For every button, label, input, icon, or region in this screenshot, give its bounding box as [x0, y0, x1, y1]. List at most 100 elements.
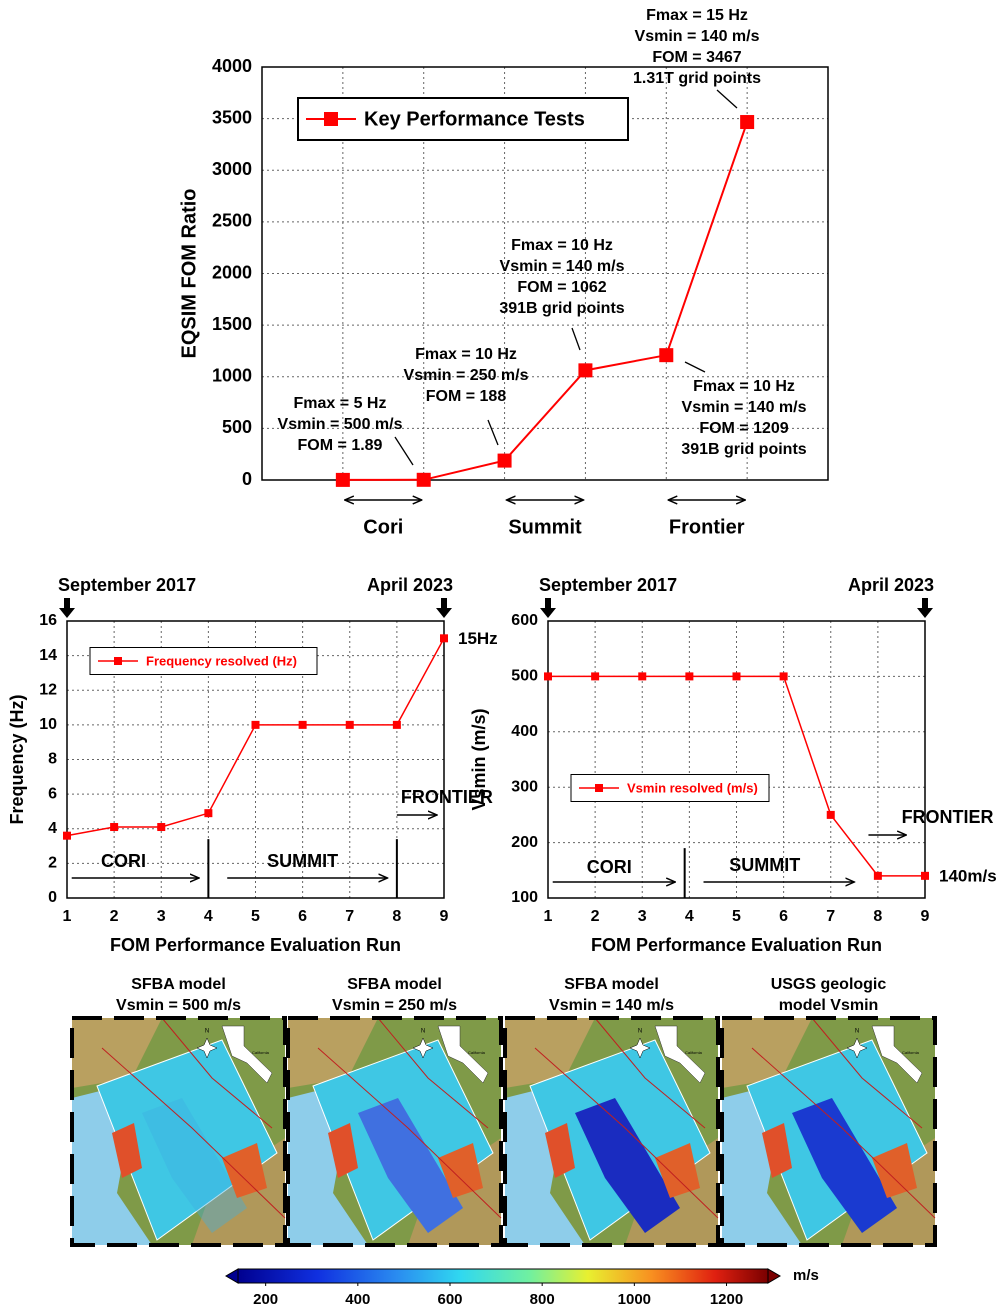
x-tick-label: 7	[826, 908, 835, 925]
annotation: Fmax = 10 Hz	[693, 378, 795, 395]
x-tick-label: 5	[732, 908, 741, 925]
point-marker	[578, 363, 592, 377]
point-marker	[204, 809, 212, 817]
map-title: USGS geologic	[771, 976, 887, 993]
phase-label: SUMMIT	[267, 851, 338, 871]
colorbar-tick-label: 200	[253, 1291, 278, 1308]
point-marker	[638, 672, 646, 680]
x-tick-label: 4	[204, 908, 213, 925]
north-label: N	[205, 1029, 209, 1035]
legend-marker	[114, 657, 122, 665]
group-label: Frontier	[669, 516, 745, 538]
group-label: Cori	[363, 516, 403, 538]
point-marker	[659, 348, 673, 362]
annotation: Vsmin = 140 m/s	[500, 258, 625, 275]
x-tick-label: 3	[157, 908, 166, 925]
map-title: SFBA model	[347, 976, 442, 993]
annotation: Vsmin = 140 m/s	[682, 399, 807, 416]
time-arrow	[917, 598, 933, 618]
y-tick-label: 2	[48, 855, 57, 872]
y-tick-label: 400	[511, 723, 538, 740]
y-tick-label: 300	[511, 778, 538, 795]
annotation: FOM = 188	[426, 388, 507, 405]
point-marker	[157, 823, 165, 831]
map-title: Vsmin = 500 m/s	[116, 997, 241, 1014]
phase-label: CORI	[101, 851, 146, 871]
y-tick-label: 10	[39, 716, 57, 733]
colorbar-tick-label: 400	[345, 1291, 370, 1308]
colorbar	[238, 1269, 768, 1283]
annotation: Vsmin = 500 m/s	[278, 416, 403, 433]
x-axis-label: FOM Performance Evaluation Run	[591, 935, 882, 955]
y-tick-label: 0	[242, 469, 252, 489]
phase-label: SUMMIT	[729, 855, 800, 875]
x-tick-label: 5	[251, 908, 260, 925]
point-marker	[252, 721, 260, 729]
annotation: FOM = 1.89	[298, 437, 383, 454]
colorbar-extend-high	[768, 1269, 780, 1283]
y-tick-label: 6	[48, 785, 57, 802]
legend-marker	[324, 112, 338, 126]
group-label: Summit	[508, 516, 582, 538]
state-label: California	[252, 1050, 270, 1055]
point-marker	[544, 672, 552, 680]
point-marker	[440, 634, 448, 642]
y-tick-label: 500	[511, 668, 538, 685]
point-marker	[740, 115, 754, 129]
end-label: April 2023	[367, 575, 453, 595]
annotation: Fmax = 10 Hz	[415, 346, 517, 363]
x-tick-label: 6	[298, 908, 307, 925]
annotation-pointer	[685, 362, 705, 372]
map-panel: CaliforniaN	[722, 1018, 935, 1245]
point-marker	[921, 872, 929, 880]
y-axis-label: EQSIM FOM Ratio	[178, 189, 200, 359]
x-tick-label: 9	[921, 908, 930, 925]
map-title: Vsmin = 250 m/s	[332, 997, 457, 1014]
map-panel: California N	[72, 1018, 285, 1245]
state-label: California	[902, 1050, 920, 1055]
x-tick-label: 6	[779, 908, 788, 925]
end-label: April 2023	[848, 575, 934, 595]
x-axis-label: FOM Performance Evaluation Run	[110, 935, 401, 955]
legend-label: Vsmin resolved (m/s)	[627, 780, 758, 795]
time-arrow	[540, 598, 556, 618]
map-title: model Vsmin	[779, 997, 879, 1014]
annotation: Vsmin = 250 m/s	[404, 367, 529, 384]
point-marker	[591, 672, 599, 680]
annotation: Fmax = 5 Hz	[294, 395, 387, 412]
time-arrow	[59, 598, 75, 618]
y-tick-label: 500	[222, 417, 252, 437]
map-title: SFBA model	[564, 976, 659, 993]
y-tick-label: 4000	[212, 56, 252, 76]
y-tick-label: 2500	[212, 211, 252, 231]
colorbar-tick-label: 1200	[710, 1291, 743, 1308]
start-label: September 2017	[58, 575, 196, 595]
y-tick-label: 100	[511, 889, 538, 906]
point-marker	[874, 872, 882, 880]
start-label: September 2017	[539, 575, 677, 595]
time-arrow	[436, 598, 452, 618]
x-tick-label: 2	[591, 908, 600, 925]
north-label: N	[638, 1029, 642, 1035]
figure: 05001000150020002500300035004000EQSIM FO…	[0, 0, 1005, 1309]
value-label: 140m/s	[939, 866, 997, 885]
annotation-pointer	[395, 437, 413, 465]
legend-label: Frequency resolved (Hz)	[146, 653, 297, 668]
y-tick-label: 4	[48, 820, 57, 837]
annotation-pointer	[488, 420, 498, 445]
annotation: 391B grid points	[681, 441, 806, 458]
map-panel: California N	[505, 1018, 718, 1245]
x-tick-label: 8	[392, 908, 401, 925]
point-marker	[299, 721, 307, 729]
x-tick-label: 7	[345, 908, 354, 925]
x-tick-label: 1	[544, 908, 553, 925]
y-tick-label: 600	[511, 612, 538, 629]
point-marker	[685, 672, 693, 680]
x-tick-label: 3	[638, 908, 647, 925]
state-label: California	[685, 1050, 703, 1055]
colorbar-tick-label: 1000	[618, 1291, 651, 1308]
point-marker	[110, 823, 118, 831]
point-marker	[780, 672, 788, 680]
map-title: Vsmin = 140 m/s	[549, 997, 674, 1014]
y-axis-label: Frequency (Hz)	[7, 694, 27, 824]
